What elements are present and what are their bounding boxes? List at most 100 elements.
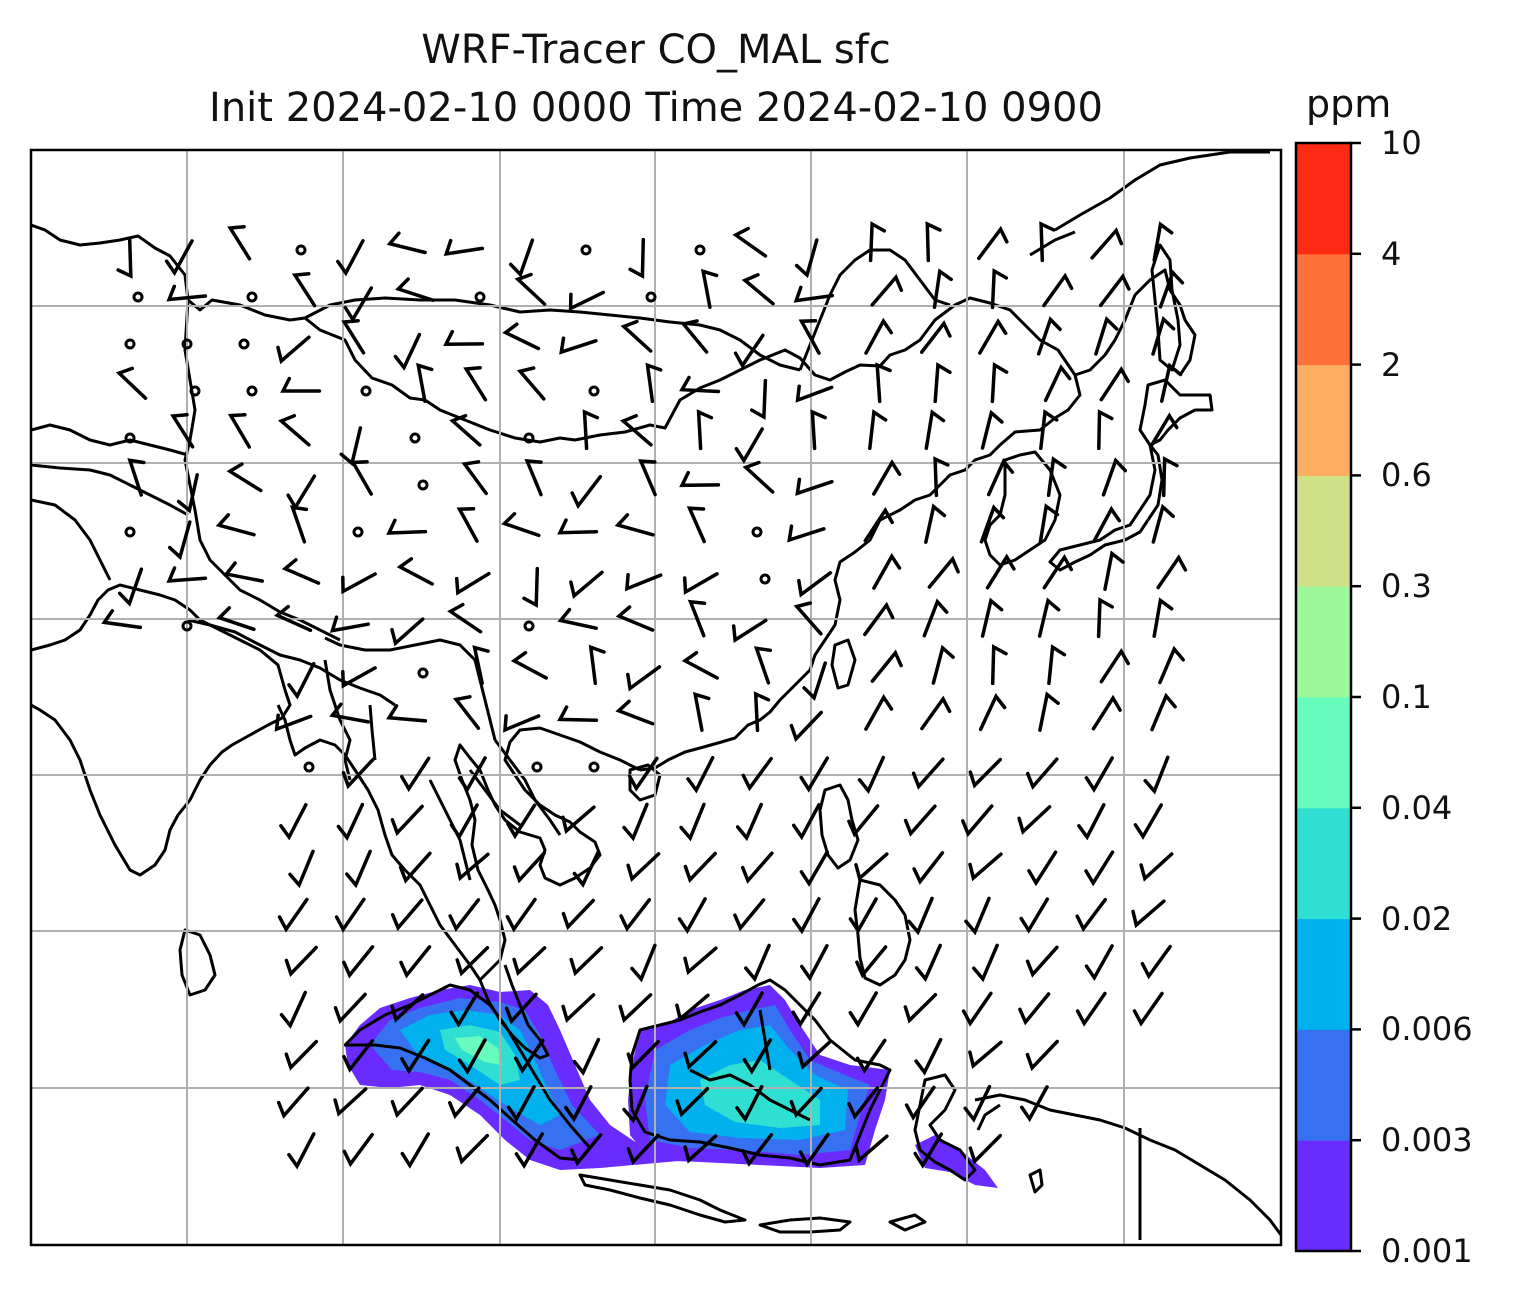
wind-barb	[961, 991, 993, 1027]
wind-barb	[847, 804, 880, 838]
wind-barb	[619, 413, 653, 447]
wind-barb	[978, 318, 1008, 355]
wind-barb	[1084, 850, 1115, 887]
wind-barb	[683, 851, 717, 883]
wind-barb	[1038, 691, 1060, 732]
coastline-timor	[758, 1213, 927, 1234]
wind-barb	[167, 520, 192, 561]
wind-barb	[615, 605, 655, 632]
wind-barb	[1139, 852, 1174, 882]
wind-barb	[276, 1086, 310, 1119]
colorbar-tick-label: 0.6	[1381, 456, 1432, 495]
wind-barb	[628, 237, 646, 279]
wind-barb	[561, 898, 595, 931]
coastline-borneo	[628, 978, 892, 1167]
colorbar	[1296, 141, 1361, 1253]
wind-barb	[1046, 456, 1067, 498]
wind-barb	[735, 802, 763, 842]
wind-barb	[341, 757, 375, 790]
wind-barb-calm	[417, 479, 429, 491]
wind-barb-calm	[694, 244, 706, 256]
wind-barb	[626, 1133, 660, 1166]
wind-barb	[619, 898, 652, 932]
wind-barb-calm	[246, 385, 258, 397]
wind-barb	[1150, 692, 1177, 732]
wind-barb	[227, 224, 252, 261]
wind-barb	[686, 755, 715, 794]
wind-barb	[680, 319, 709, 354]
wind-barb	[903, 992, 938, 1024]
wind-barb	[101, 609, 143, 630]
wind-barb	[791, 991, 822, 1028]
wind-barb	[396, 557, 434, 586]
wind-barb	[452, 695, 481, 730]
wind-barb	[789, 1086, 823, 1119]
border-borneo-inner	[689, 1009, 811, 1122]
colorbar-tick-label: 0.3	[1381, 567, 1432, 606]
coastline-sumatra	[343, 983, 592, 1162]
wind-barb	[802, 661, 827, 702]
wind-barb	[1025, 757, 1059, 790]
wind-barb	[393, 332, 422, 371]
wind-barb	[980, 597, 1004, 638]
wind-barb	[449, 991, 480, 1028]
wind-barb	[166, 284, 208, 302]
wind-barb-calm	[181, 338, 193, 350]
wind-barb	[630, 943, 657, 983]
wind-barb-calm	[523, 432, 535, 444]
wind-barb	[279, 803, 308, 841]
coastline-korea	[983, 450, 1062, 567]
wind-barb-calm	[759, 573, 771, 585]
wind-barb-calm	[523, 620, 535, 632]
wind-barb-calm	[531, 761, 543, 773]
coastline-sri-lanka	[178, 928, 217, 997]
wind-barb	[1019, 897, 1050, 934]
wind-barb	[931, 644, 955, 685]
wind-barb	[791, 803, 821, 841]
colorbar-tick-label: 0.1	[1381, 678, 1432, 716]
wind-barb	[679, 802, 706, 842]
colorbar-frame	[1294, 141, 1353, 1253]
coastline-russia-far-east	[1074, 268, 1197, 377]
wind-barb	[990, 268, 1009, 310]
wind-barb	[395, 277, 435, 302]
wind-barb	[977, 225, 1009, 261]
wind-barb	[675, 993, 710, 1022]
wind-barb	[854, 1134, 889, 1164]
wind-barb	[870, 649, 903, 683]
wind-barb	[1152, 221, 1174, 262]
wind-barb	[968, 852, 1003, 882]
wind-barb	[1019, 1085, 1049, 1123]
wind-barb	[390, 993, 425, 1023]
chart-title-line-1: WRF-Tracer CO_MAL sfc	[421, 27, 891, 73]
wind-barb-calm	[124, 338, 136, 350]
wind-barb	[341, 318, 366, 355]
wind-barb	[742, 460, 775, 494]
wind-barb	[1038, 503, 1060, 545]
wind-barb	[277, 413, 311, 447]
border-mongolia	[304, 296, 801, 372]
colorbar-band	[1296, 475, 1351, 587]
wind-barb-calm	[124, 526, 136, 538]
wind-barb	[588, 644, 606, 686]
wind-barb	[744, 943, 771, 983]
wind-barb	[1151, 315, 1176, 356]
wind-barb	[454, 571, 491, 596]
wind-barb	[990, 644, 1008, 686]
wind-barb-calm	[295, 244, 307, 256]
wind-barb	[913, 1132, 944, 1169]
colorbar-band	[1296, 586, 1351, 698]
wind-barb	[288, 849, 315, 889]
wind-barb	[1036, 316, 1062, 356]
wind-barb	[1037, 597, 1061, 638]
wind-barb	[875, 362, 892, 404]
wind-barb	[904, 1085, 936, 1121]
coastline-sulawesi	[913, 1073, 977, 1182]
wind-barb	[903, 804, 937, 837]
wind-barb	[795, 384, 834, 403]
wind-barb	[614, 513, 655, 537]
wind-barb	[514, 272, 547, 306]
wind-barb	[443, 238, 485, 257]
wind-barb	[914, 943, 942, 983]
